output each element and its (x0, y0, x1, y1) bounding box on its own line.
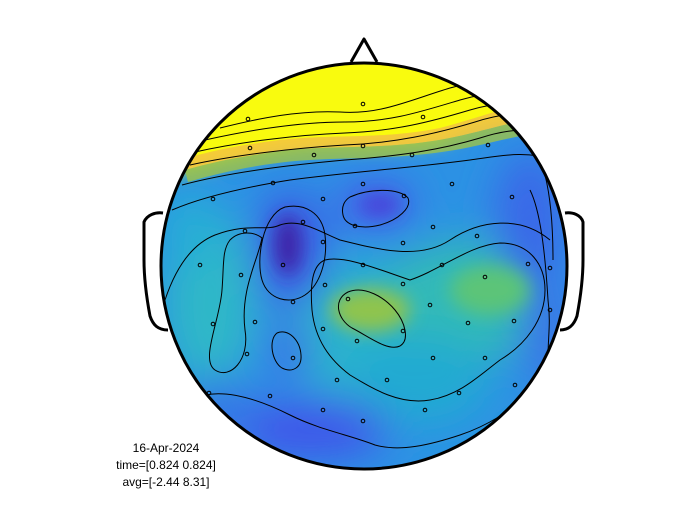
nose-triangle-icon (349, 37, 379, 63)
head-circle (159, 61, 569, 471)
contour-lines (164, 80, 556, 449)
electrodes (197, 101, 553, 424)
head-outline (142, 37, 585, 471)
avg-label: avg=[-2.44 8.31] (122, 475, 210, 489)
time-label: time=[0.824 0.824] (116, 458, 216, 472)
right-ear-icon (559, 211, 585, 332)
left-ear-icon (142, 211, 169, 332)
date-label: 16-Apr-2024 (132, 441, 200, 455)
